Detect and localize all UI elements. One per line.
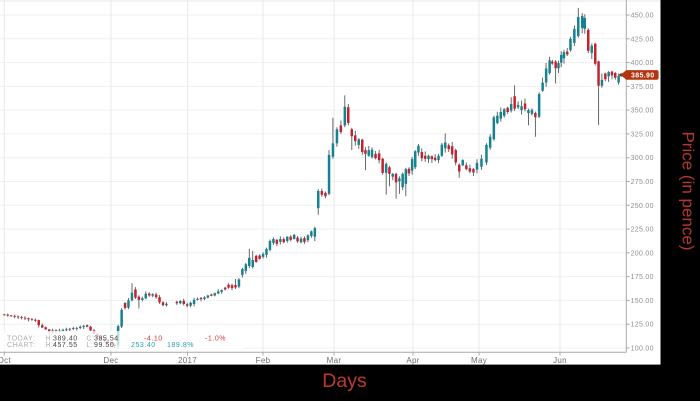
svg-text:225.00: 225.00 <box>631 227 654 234</box>
svg-text:325.00: 325.00 <box>631 131 654 138</box>
svg-text:Price (in pence): Price (in pence) <box>679 131 698 250</box>
svg-text:Feb: Feb <box>256 356 271 365</box>
svg-text:450.00: 450.00 <box>631 13 654 20</box>
svg-text:150.00: 150.00 <box>631 298 654 305</box>
svg-text:425.00: 425.00 <box>631 36 654 43</box>
svg-text:2017: 2017 <box>178 356 197 365</box>
svg-text:375.00: 375.00 <box>631 84 654 91</box>
svg-text:Oct: Oct <box>0 356 11 365</box>
svg-text:Mar: Mar <box>327 356 342 365</box>
svg-text:CHART:: CHART: <box>7 342 35 349</box>
svg-text:189.8%: 189.8% <box>167 342 194 349</box>
svg-text:350.00: 350.00 <box>631 108 654 115</box>
svg-text:457.55: 457.55 <box>53 342 78 349</box>
svg-text:250.00: 250.00 <box>631 203 654 210</box>
svg-text:Apr: Apr <box>406 356 419 365</box>
svg-text:100.00: 100.00 <box>631 346 654 353</box>
svg-text:385.90: 385.90 <box>631 73 655 80</box>
svg-text:200.00: 200.00 <box>631 250 654 257</box>
svg-text:400.00: 400.00 <box>631 60 654 67</box>
svg-text:-1.0%: -1.0% <box>205 335 226 342</box>
svg-text:125.00: 125.00 <box>631 322 654 329</box>
svg-text:Jun: Jun <box>553 356 567 365</box>
svg-text:175.00: 175.00 <box>631 274 654 281</box>
svg-text:L:: L: <box>86 342 93 349</box>
svg-text:Dec: Dec <box>103 356 118 365</box>
svg-text:253.40: 253.40 <box>131 342 156 349</box>
svg-text:99.50: 99.50 <box>94 342 114 349</box>
svg-text:Days: Days <box>322 370 367 392</box>
svg-text:300.00: 300.00 <box>631 155 654 162</box>
svg-text:275.00: 275.00 <box>631 179 654 186</box>
svg-text:May: May <box>471 356 487 365</box>
